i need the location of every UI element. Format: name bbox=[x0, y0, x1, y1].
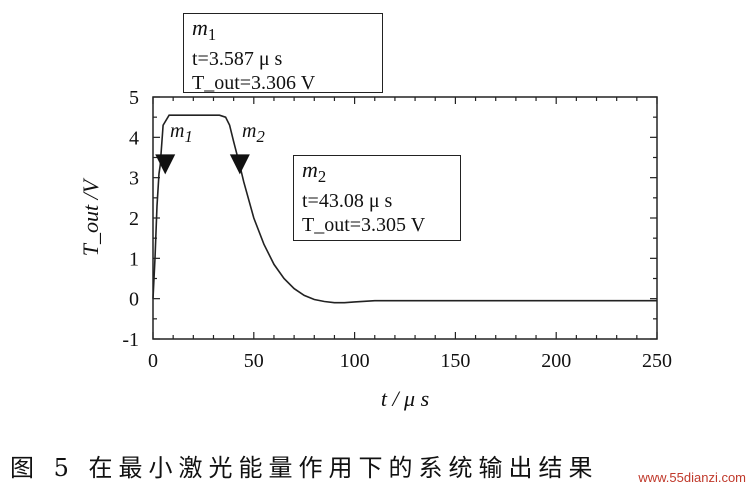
series-line bbox=[152, 114, 657, 304]
marker-m1-tag: m1 bbox=[170, 120, 193, 146]
y-tick-label: 5 bbox=[129, 87, 139, 109]
x-tick-label: 250 bbox=[642, 350, 672, 372]
marker-triangles bbox=[155, 154, 250, 175]
marker-m2-triangle bbox=[229, 154, 250, 175]
marker-m1-time: t=3.587 μ s bbox=[192, 48, 283, 70]
marker-m1-name: m bbox=[192, 15, 208, 40]
marker-m2-readout: m2 t=43.08 μ s T_out=3.305 V bbox=[293, 155, 461, 241]
y-tick-label: 3 bbox=[129, 168, 139, 190]
marker-m2-name: m bbox=[302, 157, 318, 182]
x-tick-label: 50 bbox=[244, 350, 264, 372]
x-axis-label: t / μ s bbox=[381, 386, 429, 411]
figure-caption: 图 5 在最小激光能量作用下的系统输出结果 bbox=[10, 454, 599, 482]
marker-m2-sub: 2 bbox=[317, 167, 327, 186]
y-tick-labels: -1 0 1 2 3 4 5 bbox=[122, 87, 139, 351]
marker-m2-tag: m2 bbox=[242, 120, 265, 146]
y-axis-label: T_out /V bbox=[78, 177, 103, 256]
marker-m2-value: T_out=3.305 V bbox=[302, 214, 426, 236]
y-tick-label: 1 bbox=[129, 248, 139, 270]
y-tick-label: 0 bbox=[129, 289, 139, 311]
marker-m1-value: T_out=3.306 V bbox=[192, 72, 316, 94]
x-tick-label: 0 bbox=[148, 350, 158, 372]
x-tick-label: 200 bbox=[541, 350, 571, 372]
y-tick-label: -1 bbox=[122, 329, 139, 351]
watermark: www.55dianzi.com bbox=[638, 470, 746, 485]
y-tick-label: 2 bbox=[129, 208, 139, 230]
marker-m1-triangle bbox=[155, 154, 176, 175]
marker-m1-sub: 1 bbox=[207, 25, 217, 44]
axis-ticks bbox=[152, 96, 658, 340]
marker-m1-readout: m1 t=3.587 μ s T_out=3.306 V bbox=[183, 13, 383, 94]
x-tick-label: 150 bbox=[440, 350, 470, 372]
x-tick-label: 100 bbox=[340, 350, 370, 372]
x-tick-labels: 0 50 100 150 200 250 bbox=[148, 350, 672, 372]
y-tick-label: 4 bbox=[129, 127, 139, 149]
marker-m2-time: t=43.08 μ s bbox=[302, 190, 393, 212]
